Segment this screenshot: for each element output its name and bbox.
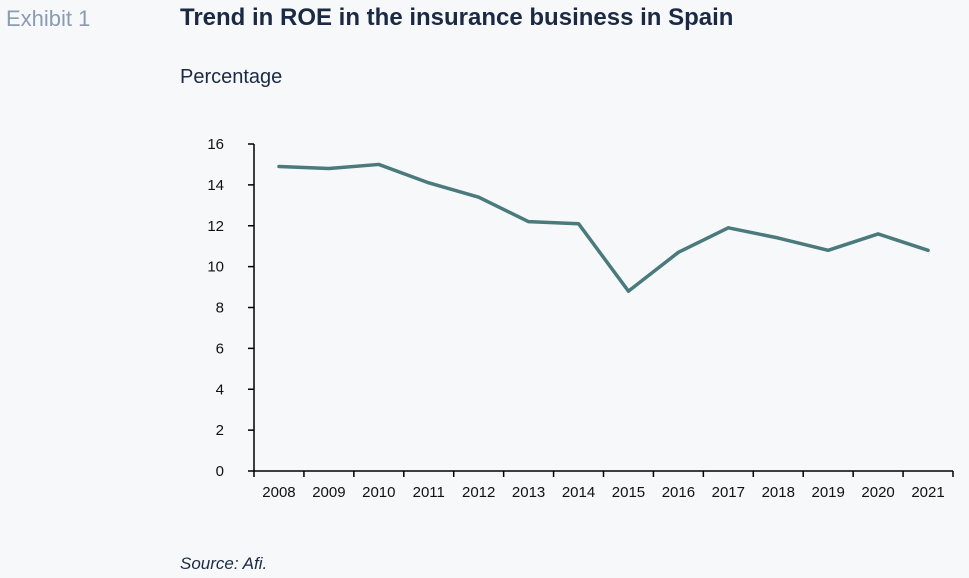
data-point	[277, 164, 281, 168]
data-point	[527, 220, 531, 224]
data-point	[926, 248, 930, 252]
x-tick-label: 2021	[911, 484, 944, 501]
x-tick-label: 2009	[312, 484, 345, 501]
y-tick-label: 0	[216, 463, 224, 480]
unit-label: Percentage	[180, 66, 283, 88]
y-tick-label: 8	[216, 300, 224, 317]
y-tick-label: 12	[207, 218, 224, 235]
data-point	[577, 222, 581, 226]
y-tick-label: 6	[216, 340, 224, 357]
x-tick-label: 2020	[861, 484, 894, 501]
data-point	[427, 181, 431, 185]
x-tick-label: 2008	[262, 484, 295, 501]
y-tick-label: 4	[216, 381, 224, 398]
x-tick-label: 2017	[712, 484, 745, 501]
data-point	[676, 250, 680, 254]
x-axis: 2008 2009 2010 2011 2012 2013 2014 2015 2016 2017…	[253, 470, 954, 501]
x-tick-label: 2016	[662, 484, 695, 501]
data-point	[876, 232, 880, 236]
exhibit-label: Exhibit 1	[6, 6, 91, 31]
data-point	[726, 226, 730, 230]
y-tick-label: 14	[207, 177, 224, 194]
data-point	[776, 236, 780, 240]
data-point	[377, 162, 381, 166]
x-tick-label: 2019	[811, 484, 844, 501]
data-point	[477, 195, 481, 199]
x-tick-label: 2015	[612, 484, 645, 501]
y-tick-label: 10	[207, 259, 224, 276]
data-point	[826, 248, 830, 252]
chart-title: Trend in ROE in the insurance business i…	[180, 4, 734, 31]
x-tick-label: 2013	[512, 484, 545, 501]
series-group	[277, 162, 930, 293]
y-tick-label: 2	[216, 422, 224, 439]
source-note: Source: Afi.	[180, 554, 268, 573]
x-tick-label: 2012	[462, 484, 495, 501]
x-tick-label: 2018	[762, 484, 795, 501]
data-point	[626, 289, 630, 293]
x-tick-label: 2011	[413, 484, 445, 501]
y-tick-label: 16	[207, 136, 224, 153]
x-tick-label: 2014	[562, 484, 595, 501]
series-line	[277, 162, 930, 293]
data-point	[327, 167, 331, 171]
y-axis: 0 2 4 6 8 10 12 14 16	[207, 136, 255, 480]
x-tick-label: 2010	[362, 484, 395, 501]
